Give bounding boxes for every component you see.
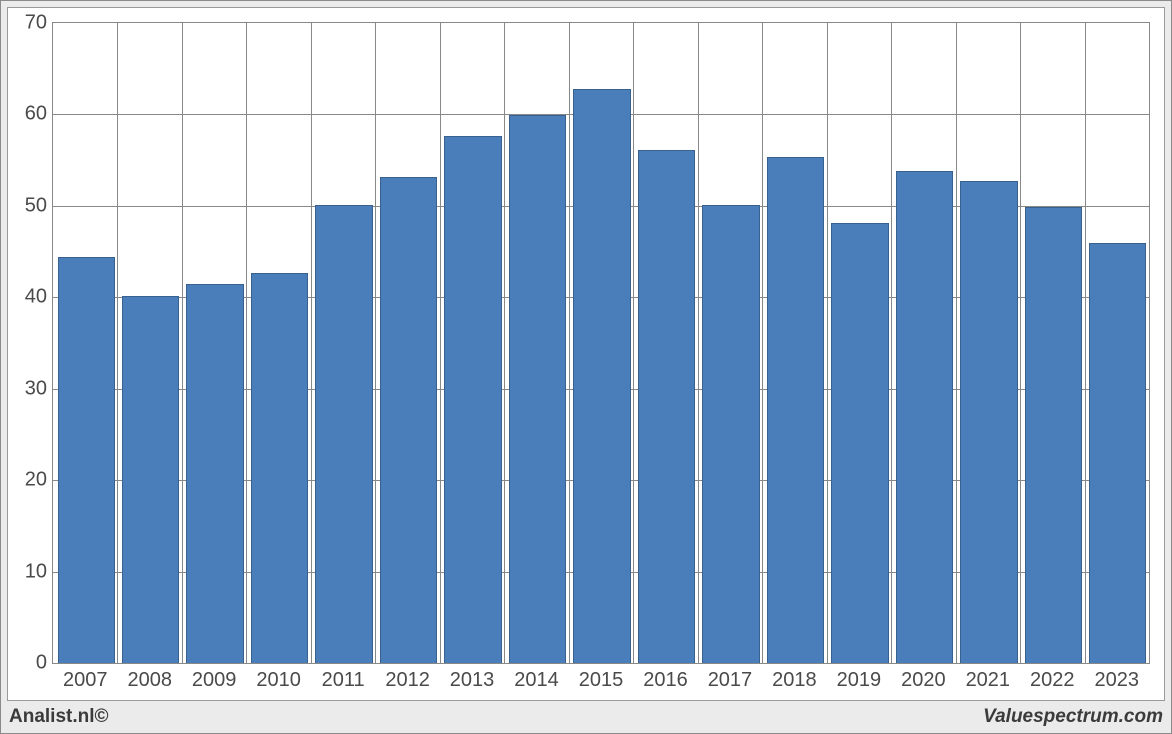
x-tick-label: 2014 xyxy=(514,669,559,692)
x-tick-label: 2009 xyxy=(192,669,237,692)
plot-area: 0102030405060702007200820092010201120122… xyxy=(52,22,1150,664)
x-tick-label: 2017 xyxy=(708,669,753,692)
bar xyxy=(444,136,501,663)
bar xyxy=(58,257,115,663)
bar xyxy=(315,205,372,663)
y-tick-label: 20 xyxy=(25,469,47,492)
gridline-vertical xyxy=(117,23,118,663)
y-tick-label: 10 xyxy=(25,560,47,583)
x-tick-label: 2015 xyxy=(579,669,624,692)
x-tick-label: 2008 xyxy=(127,669,172,692)
x-tick-label: 2012 xyxy=(385,669,430,692)
gridline-vertical xyxy=(762,23,763,663)
footer-right-label: Valuespectrum.com xyxy=(983,706,1163,728)
x-tick-label: 2007 xyxy=(63,669,108,692)
x-tick-label: 2020 xyxy=(901,669,946,692)
chart-inner-panel: 0 10 20 30 40 50 60 70 2007 2008 2009 2010 2011 2012 2… xyxy=(7,7,1165,701)
x-tick-label: 2023 xyxy=(1095,669,1140,692)
y-tick-label: 60 xyxy=(25,103,47,126)
y-tick-label: 30 xyxy=(25,377,47,400)
y-tick-label: 50 xyxy=(25,194,47,217)
bar xyxy=(896,171,953,663)
gridline-vertical xyxy=(311,23,312,663)
x-tick-label: 2022 xyxy=(1030,669,1075,692)
gridline-vertical xyxy=(956,23,957,663)
gridline-vertical xyxy=(246,23,247,663)
gridline-vertical xyxy=(891,23,892,663)
bar xyxy=(380,177,437,663)
bar xyxy=(573,89,630,663)
x-tick-label: 2011 xyxy=(322,669,365,692)
x-tick-label: 2010 xyxy=(256,669,301,692)
y-tick-label: 70 xyxy=(25,12,47,35)
bar xyxy=(509,115,566,663)
x-tick-label: 2016 xyxy=(643,669,688,692)
x-tick-label: 2019 xyxy=(837,669,882,692)
bar xyxy=(1089,243,1146,663)
gridline-vertical xyxy=(827,23,828,663)
bar xyxy=(638,150,695,663)
bar xyxy=(702,205,759,663)
gridline-vertical xyxy=(182,23,183,663)
bar xyxy=(122,296,179,663)
bar xyxy=(186,284,243,663)
gridline-vertical xyxy=(1085,23,1086,663)
gridline-vertical xyxy=(1020,23,1021,663)
gridline-vertical xyxy=(375,23,376,663)
bar xyxy=(767,157,824,663)
bar xyxy=(960,181,1017,663)
gridline-vertical xyxy=(440,23,441,663)
bar xyxy=(251,273,308,663)
footer-left-label: Analist.nl© xyxy=(9,706,109,728)
x-tick-label: 2018 xyxy=(772,669,817,692)
y-tick-label: 0 xyxy=(36,652,47,675)
gridline-vertical xyxy=(698,23,699,663)
gridline-vertical xyxy=(504,23,505,663)
x-tick-label: 2021 xyxy=(966,669,1011,692)
gridline-vertical xyxy=(633,23,634,663)
x-tick-label: 2013 xyxy=(450,669,495,692)
chart-outer-frame: 0 10 20 30 40 50 60 70 2007 2008 2009 2010 2011 2012 2… xyxy=(0,0,1172,734)
bar xyxy=(1025,207,1082,663)
y-tick-label: 40 xyxy=(25,286,47,309)
gridline-vertical xyxy=(569,23,570,663)
bar xyxy=(831,223,888,663)
